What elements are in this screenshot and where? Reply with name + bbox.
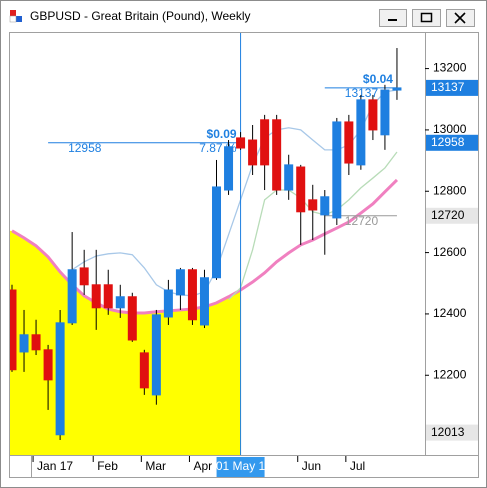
candle-body xyxy=(212,186,222,279)
candle-body xyxy=(356,99,366,166)
candle-body xyxy=(31,334,41,351)
candle-body xyxy=(260,119,270,166)
y-tick-label: 13000 xyxy=(433,122,467,136)
annotation-change: $0.09 xyxy=(207,127,237,141)
candle-body xyxy=(43,349,53,381)
x-tick-label: Feb xyxy=(97,459,118,473)
shaded-area xyxy=(10,230,241,455)
close-button[interactable] xyxy=(446,9,475,27)
app-icon xyxy=(9,10,22,23)
candle-body xyxy=(55,322,65,436)
candle-body xyxy=(392,87,402,91)
candle-body xyxy=(79,267,89,286)
corner-box xyxy=(9,455,32,478)
candle-body xyxy=(284,164,294,191)
candle-body xyxy=(103,284,113,309)
price-marker-label: 12720 xyxy=(431,208,465,222)
price-marker-box xyxy=(426,207,478,224)
candle-body xyxy=(67,269,77,324)
candle-body xyxy=(344,121,354,164)
candle-body xyxy=(163,289,173,318)
candle-body xyxy=(368,99,378,131)
price-marker-label: 13137 xyxy=(431,80,465,94)
annotation-value: 12720 xyxy=(345,214,379,228)
candle-body xyxy=(199,277,209,326)
candle-body xyxy=(332,121,342,219)
candle-body xyxy=(127,296,137,341)
candle-body xyxy=(224,146,234,191)
annotation-change: $0.04 xyxy=(363,72,393,86)
minimize-button[interactable] xyxy=(379,9,407,27)
x-tick-label: Apr xyxy=(193,459,212,473)
y-tick-label: 13200 xyxy=(433,61,467,75)
candle-body xyxy=(272,119,282,191)
cursor-label-box xyxy=(216,457,265,477)
candle-body xyxy=(248,139,258,166)
price-marker-box xyxy=(426,79,478,96)
candle-body xyxy=(187,269,197,321)
candle-body xyxy=(151,314,161,396)
candle-body xyxy=(91,284,101,309)
y-tick-label: 12600 xyxy=(433,245,467,259)
x-tick-label: Jun xyxy=(302,459,321,473)
price-marker-label: 12958 xyxy=(431,135,465,149)
candle-body xyxy=(320,196,330,216)
x-tick-label: Jul xyxy=(350,459,365,473)
candle-body xyxy=(175,269,185,296)
candle-body xyxy=(296,166,306,213)
y-tick-label: 12400 xyxy=(433,306,467,320)
x-tick-label: Mar xyxy=(145,459,166,473)
candle-body xyxy=(19,334,29,353)
annotation-value: 12958 xyxy=(68,141,102,155)
window-title: GBPUSD - Great Britain (Pound), Weekly xyxy=(30,9,251,23)
y-tick-label: 12200 xyxy=(433,367,467,381)
annotation-value: 13137 xyxy=(345,86,379,100)
candle-body xyxy=(236,137,246,149)
y-tick-label: 12800 xyxy=(433,183,467,197)
candle-body xyxy=(115,296,125,309)
candle-body xyxy=(380,89,390,136)
price-marker-box xyxy=(426,134,478,151)
maximize-button[interactable] xyxy=(412,9,441,27)
price-axis xyxy=(425,32,479,456)
x-tick-label: Jan 17 xyxy=(37,459,73,473)
candle-body xyxy=(10,289,17,371)
overlay-layer: 12200 12400 12600 12800 13000 13200 Jan 17 Feb M… xyxy=(32,61,478,477)
candle-body xyxy=(139,352,149,389)
cursor-label: 01 May 1 xyxy=(216,459,266,473)
price-marker-label: 12013 xyxy=(431,425,465,439)
indicator-line xyxy=(71,89,398,297)
price-marker-box xyxy=(426,424,478,441)
candle-body xyxy=(308,199,318,211)
